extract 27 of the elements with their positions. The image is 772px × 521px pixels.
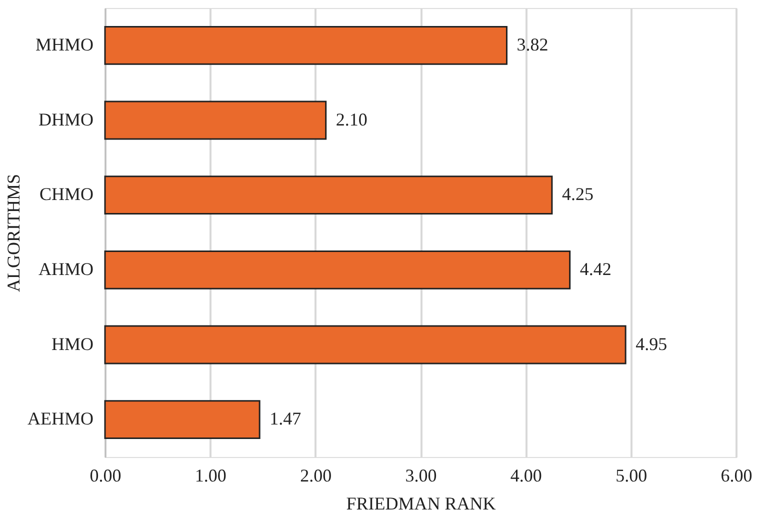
bar (104, 325, 626, 364)
data-label: 4.95 (636, 334, 668, 354)
x-tick-label: 6.00 (720, 466, 752, 486)
bar (104, 400, 260, 440)
data-label: 3.82 (516, 34, 548, 54)
x-tick-label: 0.00 (90, 466, 122, 486)
data-label: 4.25 (562, 184, 594, 204)
data-label: 4.42 (580, 258, 612, 279)
x-tick-label: 4.00 (510, 466, 542, 486)
x-axis-title: FRIEDMAN RANK (346, 494, 496, 514)
y-tick-label: CHMO (39, 184, 94, 204)
y-tick-label: HMO (51, 334, 94, 354)
bar (104, 176, 553, 215)
y-tick-label: AEHMO (28, 408, 94, 429)
x-tick-label: 1.00 (194, 466, 226, 486)
y-axis-title: ALGORITHMS (4, 174, 24, 292)
bar (104, 100, 327, 140)
y-tick-label: DHMO (38, 109, 94, 130)
x-tick-label: 3.00 (405, 466, 437, 486)
data-label: 1.47 (270, 408, 302, 429)
data-label: 2.10 (336, 109, 368, 130)
x-tick-label: 2.00 (300, 466, 332, 486)
x-tick-label: 5.00 (616, 466, 648, 486)
y-tick-label: MHMO (35, 34, 94, 54)
bar (104, 250, 571, 290)
y-tick-label: AHMO (38, 258, 94, 279)
bar (104, 26, 508, 65)
